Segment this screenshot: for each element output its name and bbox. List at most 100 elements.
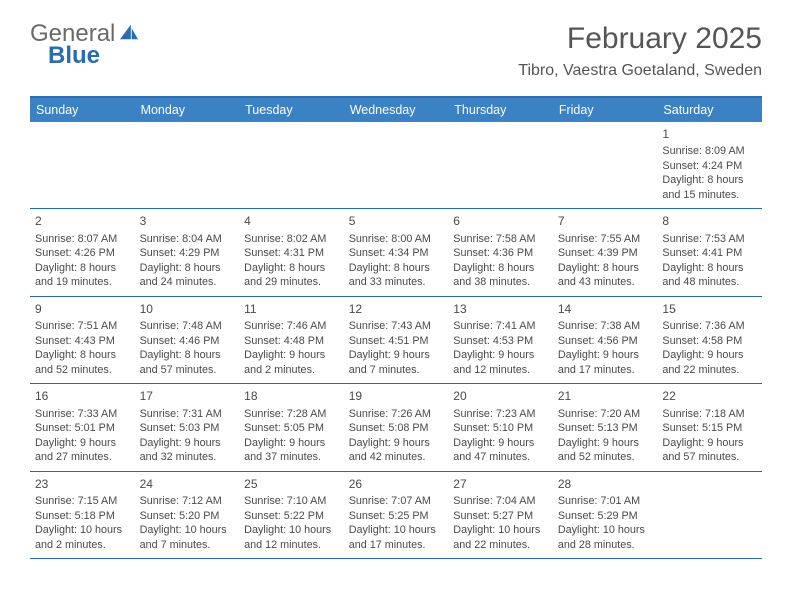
day-cell: 24 Sunrise: 7:12 AMSunset: 5:20 PMDayligh… [135,472,240,558]
day-cell: 22 Sunrise: 7:18 AMSunset: 5:15 PMDayligh… [657,384,762,470]
day-info: Sunrise: 7:53 AMSunset: 4:41 PMDaylight:… [662,232,757,290]
day-number: 15 [662,301,757,317]
sail-icon [118,22,140,46]
empty-cell [239,122,344,208]
day-number: 19 [349,388,444,404]
day-info: Sunrise: 7:55 AMSunset: 4:39 PMDaylight:… [558,232,653,290]
day-number: 12 [349,301,444,317]
day-info: Sunrise: 7:10 AMSunset: 5:22 PMDaylight:… [244,494,339,552]
day-number: 8 [662,213,757,229]
day-number: 4 [244,213,339,229]
dayname: Thursday [448,98,553,122]
day-info: Sunrise: 7:36 AMSunset: 4:58 PMDaylight:… [662,319,757,377]
day-number: 23 [35,476,130,492]
day-number: 26 [349,476,444,492]
day-info: Sunrise: 7:26 AMSunset: 5:08 PMDaylight:… [349,407,444,465]
dayname: Monday [135,98,240,122]
day-cell: 10 Sunrise: 7:48 AMSunset: 4:46 PMDayligh… [135,297,240,383]
day-number: 9 [35,301,130,317]
dayname: Saturday [657,98,762,122]
day-cell: 2Sunrise: 8:07 AMSunset: 4:26 PMDaylight… [30,209,135,295]
day-cell: 19 Sunrise: 7:26 AMSunset: 5:08 PMDayligh… [344,384,449,470]
day-number: 27 [453,476,548,492]
day-number: 3 [140,213,235,229]
day-cell: 7 Sunrise: 7:55 AMSunset: 4:39 PMDaylight… [553,209,658,295]
week-row: 9 Sunrise: 7:51 AMSunset: 4:43 PMDaylight… [30,297,762,384]
day-info: Sunrise: 8:04 AMSunset: 4:29 PMDaylight:… [140,232,235,290]
day-info: Sunrise: 8:02 AMSunset: 4:31 PMDaylight:… [244,232,339,290]
day-cell: 6Sunrise: 7:58 AMSunset: 4:36 PMDaylight… [448,209,553,295]
week-row: 2Sunrise: 8:07 AMSunset: 4:26 PMDaylight… [30,209,762,296]
day-number: 1 [662,126,757,142]
title-block: February 2025 Tibro, Vaestra Goetaland, … [518,22,762,80]
day-info: Sunrise: 7:58 AMSunset: 4:36 PMDaylight:… [453,232,548,290]
day-cell: 21 Sunrise: 7:20 AMSunset: 5:13 PMDayligh… [553,384,658,470]
day-number: 5 [349,213,444,229]
day-info: Sunrise: 8:00 AMSunset: 4:34 PMDaylight:… [349,232,444,290]
day-number: 24 [140,476,235,492]
day-info: Sunrise: 8:07 AMSunset: 4:26 PMDaylight:… [35,232,130,290]
day-info: Sunrise: 7:43 AMSunset: 4:51 PMDaylight:… [349,319,444,377]
day-cell: 13Sunrise: 7:41 AMSunset: 4:53 PMDayligh… [448,297,553,383]
day-cell: 12 Sunrise: 7:43 AMSunset: 4:51 PMDayligh… [344,297,449,383]
day-info: Sunrise: 7:23 AMSunset: 5:10 PMDaylight:… [453,407,548,465]
empty-cell [657,472,762,558]
dayname-row: SundayMondayTuesdayWednesdayThursdayFrid… [30,98,762,122]
empty-cell [448,122,553,208]
day-cell: 15 Sunrise: 7:36 AMSunset: 4:58 PMDayligh… [657,297,762,383]
day-info: Sunrise: 7:12 AMSunset: 5:20 PMDaylight:… [140,494,235,552]
day-cell: 27 Sunrise: 7:04 AMSunset: 5:27 PMDayligh… [448,472,553,558]
logo: General Blue [30,22,140,68]
day-info: Sunrise: 7:04 AMSunset: 5:27 PMDaylight:… [453,494,548,552]
location: Tibro, Vaestra Goetaland, Sweden [518,62,762,80]
week-row: 1Sunrise: 8:09 AMSunset: 4:24 PMDaylight… [30,122,762,209]
day-number: 22 [662,388,757,404]
day-number: 11 [244,301,339,317]
empty-cell [135,122,240,208]
dayname: Wednesday [344,98,449,122]
empty-cell [553,122,658,208]
day-cell: 1Sunrise: 8:09 AMSunset: 4:24 PMDaylight… [657,122,762,208]
day-info: Sunrise: 7:20 AMSunset: 5:13 PMDaylight:… [558,407,653,465]
day-info: Sunrise: 7:15 AMSunset: 5:18 PMDaylight:… [35,494,130,552]
day-info: Sunrise: 7:51 AMSunset: 4:43 PMDaylight:… [35,319,130,377]
day-cell: 25Sunrise: 7:10 AMSunset: 5:22 PMDayligh… [239,472,344,558]
day-info: Sunrise: 7:31 AMSunset: 5:03 PMDaylight:… [140,407,235,465]
day-cell: 5 Sunrise: 8:00 AMSunset: 4:34 PMDaylight… [344,209,449,295]
day-cell: 4 Sunrise: 8:02 AMSunset: 4:31 PMDaylight… [239,209,344,295]
day-cell: 11Sunrise: 7:46 AMSunset: 4:48 PMDayligh… [239,297,344,383]
day-info: Sunrise: 7:18 AMSunset: 5:15 PMDaylight:… [662,407,757,465]
day-cell: 28Sunrise: 7:01 AMSunset: 5:29 PMDayligh… [553,472,658,558]
day-number: 7 [558,213,653,229]
day-number: 10 [140,301,235,317]
day-cell: 9 Sunrise: 7:51 AMSunset: 4:43 PMDaylight… [30,297,135,383]
dayname: Sunday [30,98,135,122]
day-number: 21 [558,388,653,404]
day-cell: 14Sunrise: 7:38 AMSunset: 4:56 PMDayligh… [553,297,658,383]
day-info: Sunrise: 7:41 AMSunset: 4:53 PMDaylight:… [453,319,548,377]
day-info: Sunrise: 7:07 AMSunset: 5:25 PMDaylight:… [349,494,444,552]
weeks-container: 1Sunrise: 8:09 AMSunset: 4:24 PMDaylight… [30,122,762,559]
day-info: Sunrise: 7:48 AMSunset: 4:46 PMDaylight:… [140,319,235,377]
day-cell: 20 Sunrise: 7:23 AMSunset: 5:10 PMDayligh… [448,384,553,470]
day-number: 28 [558,476,653,492]
day-number: 18 [244,388,339,404]
empty-cell [344,122,449,208]
day-cell: 17Sunrise: 7:31 AMSunset: 5:03 PMDayligh… [135,384,240,470]
day-info: Sunrise: 7:28 AMSunset: 5:05 PMDaylight:… [244,407,339,465]
day-cell: 16 Sunrise: 7:33 AMSunset: 5:01 PMDayligh… [30,384,135,470]
calendar: SundayMondayTuesdayWednesdayThursdayFrid… [30,96,762,559]
day-cell: 3 Sunrise: 8:04 AMSunset: 4:29 PMDaylight… [135,209,240,295]
day-cell: 23 Sunrise: 7:15 AMSunset: 5:18 PMDayligh… [30,472,135,558]
month-title: February 2025 [518,22,762,56]
week-row: 16 Sunrise: 7:33 AMSunset: 5:01 PMDayligh… [30,384,762,471]
dayname: Tuesday [239,98,344,122]
week-row: 23 Sunrise: 7:15 AMSunset: 5:18 PMDayligh… [30,472,762,559]
day-info: Sunrise: 7:33 AMSunset: 5:01 PMDaylight:… [35,407,130,465]
day-number: 20 [453,388,548,404]
day-info: Sunrise: 7:38 AMSunset: 4:56 PMDaylight:… [558,319,653,377]
day-number: 16 [35,388,130,404]
logo-word2: Blue [48,44,100,68]
header: General Blue February 2025 Tibro, Vaestr… [0,0,792,88]
day-cell: 18 Sunrise: 7:28 AMSunset: 5:05 PMDayligh… [239,384,344,470]
